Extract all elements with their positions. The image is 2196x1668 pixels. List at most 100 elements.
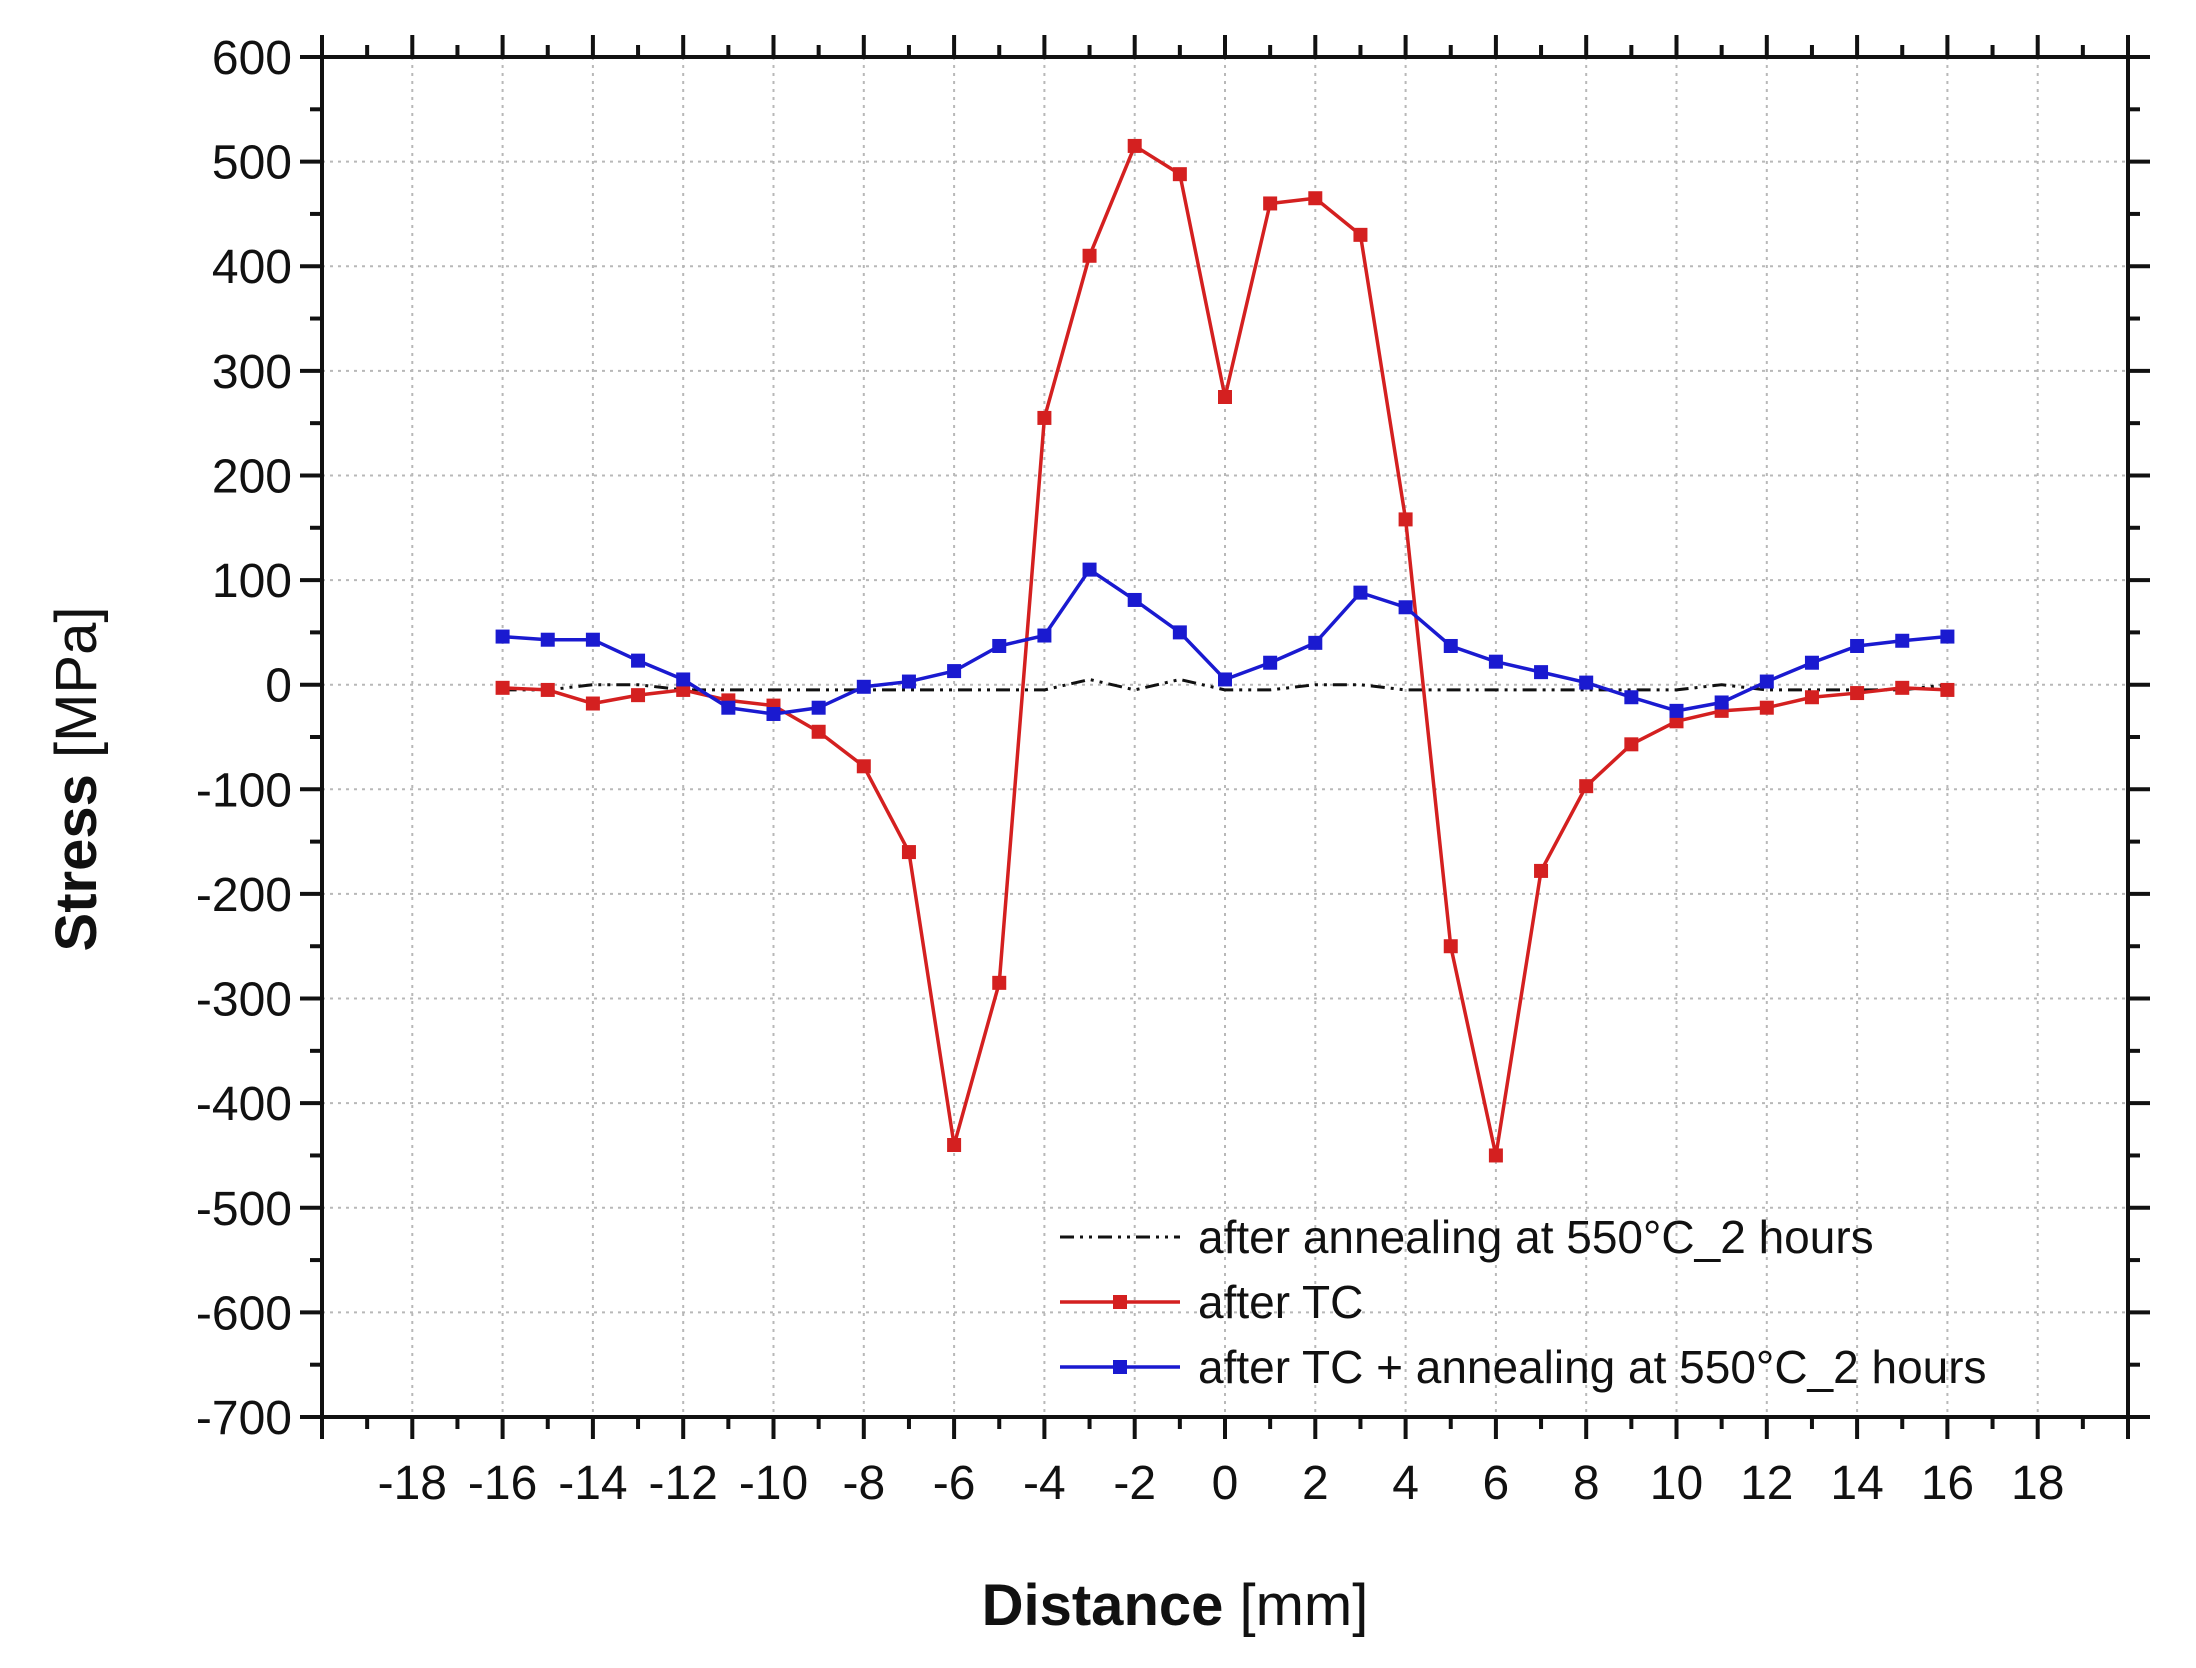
data-point-2	[495, 629, 510, 644]
data-point-1	[1127, 138, 1142, 153]
data-point-2	[1488, 654, 1503, 669]
x-tick-label: -18	[378, 1457, 447, 1510]
data-point-2	[766, 706, 781, 721]
axis-tick-labels: -18 -16 -14 -12 -10 -8 -6 -4 -2 0 2 4 6 8 10 12 14 16 18 -7…	[196, 32, 2064, 1510]
data-point-1	[1895, 680, 1910, 695]
data-point-2	[1804, 655, 1819, 670]
legend-entry-after-tc: after TC	[1060, 1276, 1363, 1328]
data-point-1	[1082, 248, 1097, 263]
data-point-1	[1579, 779, 1594, 794]
y-tick-label: 200	[212, 450, 292, 503]
data-point-1	[1443, 939, 1458, 954]
data-point-1	[856, 759, 871, 774]
data-point-2	[856, 679, 871, 694]
data-point-1	[1488, 1148, 1503, 1163]
data-point-2	[676, 672, 691, 687]
x-tick-label: -12	[649, 1457, 718, 1510]
y-tick-label: -400	[196, 1078, 292, 1131]
y-axis-title-main: Stress	[44, 774, 109, 951]
legend: after annealing at 550°C_2 hours after T…	[1060, 1211, 1987, 1393]
data-point-1	[1218, 390, 1232, 404]
data-point-2	[1218, 672, 1232, 687]
data-point-1	[992, 975, 1007, 990]
y-tick-label: 400	[212, 241, 292, 294]
data-point-2	[631, 653, 646, 668]
data-point-1	[631, 688, 646, 703]
x-tick-label: -10	[739, 1457, 808, 1510]
data-point-1	[1624, 737, 1639, 752]
data-point-2	[901, 674, 916, 689]
data-point-1	[1759, 700, 1774, 715]
x-axis-title-main: Distance	[982, 1573, 1224, 1638]
x-tick-label: -16	[468, 1457, 537, 1510]
legend-marker-after-tc-annealing	[1113, 1360, 1127, 1374]
data-point-1	[1940, 682, 1955, 697]
data-point-1	[540, 682, 555, 697]
legend-label-after-tc: after TC	[1198, 1276, 1363, 1328]
x-tick-label: -6	[933, 1457, 976, 1510]
y-tick-label: 100	[212, 555, 292, 608]
y-axis-title: Stress [MPa]	[44, 607, 109, 952]
x-tick-label: -2	[1113, 1457, 1156, 1510]
data-point-1	[1804, 690, 1819, 705]
data-point-2	[1172, 625, 1187, 640]
x-tick-label: 6	[1483, 1457, 1510, 1510]
data-point-2	[585, 632, 600, 647]
data-point-1	[1308, 191, 1323, 206]
data-point-2	[1082, 562, 1097, 577]
data-point-2	[992, 638, 1007, 653]
y-tick-label: 500	[212, 137, 292, 190]
x-tick-label: 12	[1740, 1457, 1793, 1510]
data-point-2	[1759, 674, 1774, 689]
legend-label-annealing: after annealing at 550°C_2 hours	[1198, 1211, 1874, 1263]
data-point-1	[1850, 686, 1865, 701]
x-tick-label: 14	[1830, 1457, 1883, 1510]
x-axis-title-unit: [mm]	[1223, 1573, 1368, 1638]
data-point-2	[1127, 592, 1142, 607]
data-point-2	[721, 700, 736, 715]
data-point-1	[901, 845, 916, 860]
x-tick-label: -8	[842, 1457, 885, 1510]
data-point-2	[1850, 638, 1865, 653]
x-tick-label: 0	[1212, 1457, 1239, 1510]
data-point-1	[495, 680, 510, 695]
data-point-2	[1940, 629, 1955, 644]
legend-label-after-tc-annealing: after TC + annealing at 550°C_2 hours	[1198, 1341, 1987, 1393]
data-point-2	[1263, 655, 1278, 670]
data-point-2	[1353, 585, 1368, 600]
x-axis-title: Distance [mm]	[982, 1573, 1369, 1638]
x-tick-label: 16	[1921, 1457, 1974, 1510]
data-point-2	[1308, 635, 1323, 650]
data-point-2	[947, 664, 962, 679]
data-point-2	[1669, 703, 1684, 718]
data-point-1	[1398, 512, 1413, 527]
x-tick-label: 8	[1573, 1457, 1600, 1510]
y-tick-label: -700	[196, 1392, 292, 1445]
series-2	[495, 562, 1955, 721]
data-point-1	[1172, 167, 1187, 182]
series-line-0	[502, 677, 1948, 692]
series-layer	[495, 138, 1955, 1163]
series-1	[495, 138, 1955, 1163]
data-point-1	[947, 1138, 962, 1152]
data-point-2	[1624, 690, 1639, 705]
legend-entry-annealing: after annealing at 550°C_2 hours	[1060, 1211, 1874, 1263]
y-tick-label: 0	[265, 660, 292, 713]
data-point-2	[1579, 675, 1594, 690]
y-axis-title-unit: [MPa]	[44, 607, 109, 775]
data-point-2	[1895, 633, 1910, 648]
data-point-2	[811, 700, 826, 715]
y-tick-label: -200	[196, 869, 292, 922]
data-point-1	[1353, 227, 1368, 242]
data-point-2	[1443, 638, 1458, 653]
y-tick-label: -100	[196, 764, 292, 817]
data-point-2	[1398, 600, 1413, 615]
legend-entry-after-tc-annealing: after TC + annealing at 550°C_2 hours	[1060, 1341, 1987, 1393]
data-point-1	[1263, 196, 1278, 211]
x-tick-label: -14	[558, 1457, 627, 1510]
series-0	[502, 677, 1948, 692]
data-point-2	[540, 632, 555, 647]
x-tick-label: -4	[1023, 1457, 1066, 1510]
x-tick-label: 18	[2011, 1457, 2064, 1510]
